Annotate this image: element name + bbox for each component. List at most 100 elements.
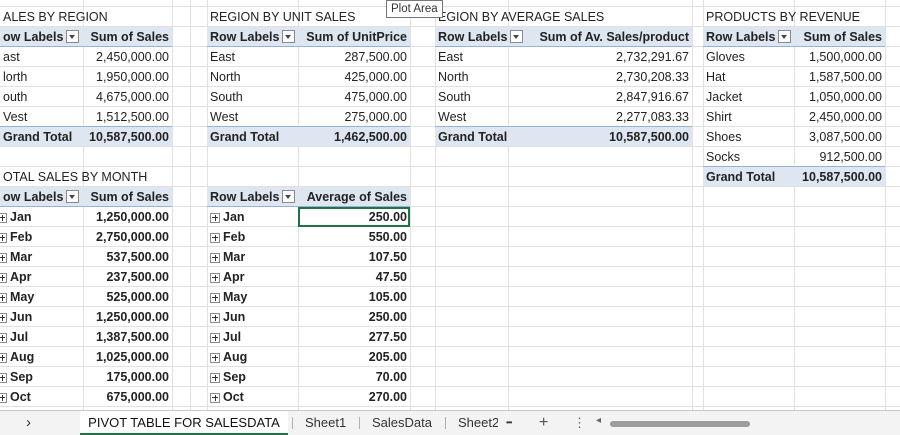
pivot-row-value[interactable]: 1,025,000.00 [96, 350, 169, 364]
pivot-row-label[interactable]: Socks [706, 150, 741, 164]
pivot-row-label[interactable]: Sep [0, 367, 83, 387]
pivot-row-value[interactable]: 2,450,000.00 [96, 50, 169, 64]
pivot-row-label[interactable]: Gloves [706, 50, 745, 64]
pivot-row-value[interactable]: 4,675,000.00 [96, 90, 169, 104]
pivot-row-value[interactable]: 277.50 [368, 330, 407, 344]
pivot-row-value[interactable]: 1,387,500.00 [96, 330, 169, 344]
pivot-grand-total-label[interactable]: Grand Total [435, 126, 527, 146]
pivot-row-label[interactable]: Mar [207, 247, 298, 267]
pivot-row-value[interactable]: 475,000.00 [344, 90, 407, 104]
pivot-row-label[interactable]: Jul [0, 327, 83, 347]
horizontal-scrollbar[interactable]: ◂ [596, 415, 896, 427]
pivot-row-value[interactable]: 912,500.00 [819, 150, 882, 164]
pivot-grand-total-value[interactable]: 10,587,500.00 [83, 126, 172, 146]
expand-icon[interactable] [0, 252, 7, 263]
filter-dropdown-icon[interactable] [778, 30, 792, 44]
pivot-row-label[interactable]: Shirt [706, 110, 732, 124]
expand-icon[interactable] [210, 232, 220, 243]
pivot-row-label[interactable]: ast [3, 50, 20, 64]
pivot-row-value[interactable]: 175,000.00 [106, 370, 169, 384]
expand-icon[interactable] [0, 352, 7, 363]
pivot-row-value[interactable]: 1,250,000.00 [96, 310, 169, 324]
filter-dropdown-icon[interactable] [282, 190, 296, 204]
tab-sheet1[interactable]: Sheet1 [305, 415, 347, 430]
pivot-header-value[interactable]: Sum of Av. Sales/product [527, 27, 692, 47]
pivot-row-value[interactable]: 675,000.00 [106, 390, 169, 404]
pivot-row-label[interactable]: Jan [0, 207, 83, 227]
pivot-grand-total-value[interactable]: 10,587,500.00 [527, 126, 692, 146]
expand-icon[interactable] [0, 392, 7, 403]
pivot-row-label[interactable]: Hat [706, 70, 726, 84]
expand-icon[interactable] [0, 332, 7, 343]
pivot-row-value[interactable]: 2,277,083.33 [616, 110, 689, 124]
pivot-row-label[interactable]: Shoes [706, 130, 742, 144]
pivot-row-label[interactable]: South [210, 90, 243, 104]
pivot-row-value[interactable]: 3,087,500.00 [809, 130, 882, 144]
expand-icon[interactable] [210, 252, 220, 263]
pivot-row-value[interactable]: 1,512,500.00 [96, 110, 169, 124]
pivot-row-value[interactable]: 425,000.00 [344, 70, 407, 84]
prev-sheet-button[interactable]: › [26, 414, 31, 431]
expand-icon[interactable] [210, 332, 220, 343]
pivot-row-label[interactable]: East [438, 50, 464, 64]
expand-icon[interactable] [0, 292, 7, 303]
pivot-row-label[interactable]: Feb [207, 227, 298, 247]
expand-icon[interactable] [210, 312, 220, 323]
pivot-header-value[interactable]: Sum of Sales [794, 27, 885, 47]
pivot-row-label[interactable]: Oct [207, 387, 298, 407]
pivot-row-label[interactable]: outh [3, 90, 28, 104]
tab-salesdata[interactable]: SalesData [372, 415, 432, 430]
pivot-row-value[interactable]: 1,050,000.00 [809, 90, 882, 104]
pivot-row-label[interactable]: South [438, 90, 471, 104]
pivot-row-label[interactable]: Vest [3, 110, 28, 124]
pivot-row-label[interactable]: East [210, 50, 236, 64]
pivot-row-label[interactable]: Aug [207, 347, 298, 367]
pivot-row-value[interactable]: 1,500,000.00 [809, 50, 882, 64]
pivot-row-label[interactable]: North [210, 70, 241, 84]
tab-sheet2[interactable]: Sheet2 [458, 415, 498, 430]
expand-icon[interactable] [210, 352, 220, 363]
pivot-row-label[interactable]: Jun [207, 307, 298, 327]
pivot-row-label[interactable]: Feb [0, 227, 83, 247]
expand-icon[interactable] [0, 212, 7, 223]
filter-dropdown-icon[interactable] [282, 30, 296, 44]
expand-icon[interactable] [210, 392, 220, 403]
pivot-header-row-labels[interactable]: Row Labels [207, 27, 298, 47]
pivot-row-value[interactable]: 107.50 [368, 250, 407, 264]
pivot-row-label[interactable]: Jul [207, 327, 298, 347]
tab-pivot-table-for-salesdata[interactable]: PIVOT TABLE FOR SALESDATA [80, 411, 288, 435]
pivot-grand-total-label[interactable]: Grand Total [703, 166, 794, 186]
expand-icon[interactable] [210, 272, 220, 283]
pivot-row-label[interactable]: Mar [0, 247, 83, 267]
expand-icon[interactable] [210, 372, 220, 383]
pivot-header-row-labels[interactable]: Row Labels [435, 27, 527, 47]
pivot-row-value[interactable]: 250.00 [368, 310, 407, 324]
pivot-row-label[interactable]: Oct [0, 387, 83, 407]
scroll-left-icon[interactable]: ◂ [596, 415, 602, 426]
pivot-row-value[interactable]: 70.00 [375, 370, 407, 384]
pivot-row-value[interactable]: 287,500.00 [344, 50, 407, 64]
pivot-row-value[interactable]: 525,000.00 [106, 290, 169, 304]
spreadsheet-grid[interactable]: ALES BY REGION ow Labels Sum of Sales as… [0, 0, 900, 410]
pivot-header-value[interactable]: Sum of UnitPrice [298, 27, 410, 47]
pivot-header-row-labels[interactable]: ow Labels [0, 187, 83, 207]
pivot-grand-total-label[interactable]: Grand Total [207, 126, 298, 146]
expand-icon[interactable] [210, 212, 220, 223]
expand-icon[interactable] [210, 292, 220, 303]
pivot-row-label[interactable]: North [438, 70, 469, 84]
pivot-row-value[interactable]: 1,250,000.00 [96, 210, 169, 224]
pivot-header-row-labels[interactable]: Row Labels [207, 187, 298, 207]
pivot-row-value[interactable]: 275,000.00 [344, 110, 407, 124]
pivot-row-value[interactable]: 1,587,500.00 [809, 70, 882, 84]
pivot-row-label[interactable]: lorth [3, 70, 28, 84]
selected-cell[interactable]: 250.00 [298, 207, 410, 227]
pivot-grand-total-value[interactable]: 10,587,500.00 [794, 166, 885, 186]
pivot-row-value[interactable]: 2,750,000.00 [96, 230, 169, 244]
scroll-thumb[interactable] [610, 421, 750, 427]
add-sheet-button[interactable]: + [539, 414, 549, 431]
pivot-row-label[interactable]: May [207, 287, 298, 307]
pivot-row-value[interactable]: 2,730,208.33 [616, 70, 689, 84]
pivot-row-label[interactable]: West [438, 110, 467, 124]
filter-dropdown-icon[interactable] [66, 30, 80, 44]
pivot-header-value[interactable]: Average of Sales [298, 187, 410, 207]
